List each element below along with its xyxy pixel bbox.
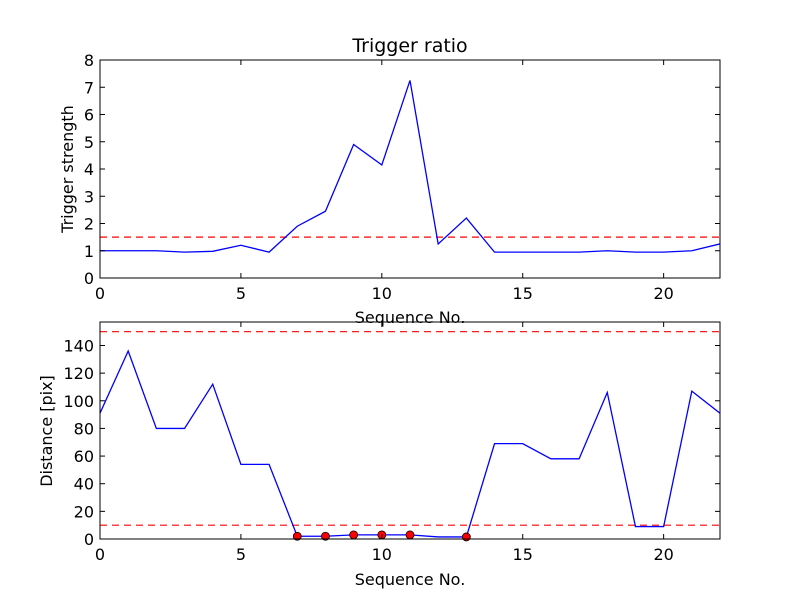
data-series (100, 80, 720, 253)
y-tick-label: 100 (63, 392, 94, 411)
y-tick-label: 140 (63, 336, 94, 355)
x-tick-label: 5 (236, 545, 246, 564)
axes-frame (99, 59, 721, 279)
y-tick-label: 60 (74, 447, 94, 466)
y-tick-label: 120 (63, 364, 94, 383)
data-point (321, 531, 330, 541)
y-tick-label: 3 (84, 187, 94, 206)
y-tick-label: 1 (84, 242, 94, 261)
series-line (100, 349, 720, 538)
y-tick-label: 4 (84, 160, 94, 179)
chart-trigger-ratio: Trigger ratio 0 5 10 15 20 0 1 2 3 4 5 6 7 8 Sequence… (58, 35, 721, 327)
tick-labels: 0 5 10 15 20 0 1 2 3 4 5 6 7 8 (84, 51, 674, 303)
x-tick-label: 5 (236, 284, 246, 303)
y-tick-label: 6 (84, 106, 94, 125)
y-tick-label: 8 (84, 51, 94, 70)
x-tick-label: 10 (372, 284, 392, 303)
series-line (100, 80, 720, 253)
y-axis-label: Distance [pix] (37, 375, 56, 487)
y-tick-label: 5 (84, 133, 94, 152)
plot-area (99, 321, 721, 542)
y-axis-label: Trigger strength (58, 105, 77, 234)
y-tick-label: 0 (84, 530, 94, 549)
y-tick-label: 7 (84, 78, 94, 97)
x-axis-label: Sequence No. (355, 308, 466, 327)
x-tick-label: 15 (513, 545, 533, 564)
tick-labels: 0 5 10 15 20 0 20 40 60 80 100 120 140 (63, 336, 673, 564)
chart-title: Trigger ratio (351, 35, 467, 57)
data-series (100, 349, 720, 538)
x-tick-label: 20 (653, 284, 673, 303)
data-point (461, 532, 471, 542)
x-tick-label: 20 (653, 545, 673, 564)
data-point (292, 531, 302, 541)
x-tick-label: 15 (513, 284, 533, 303)
y-tick-label: 20 (74, 502, 94, 521)
x-tick-label: 0 (95, 545, 105, 564)
plot-area (99, 59, 721, 279)
y-tick-label: 40 (74, 475, 94, 494)
y-tick-label: 2 (84, 215, 94, 234)
data-point (349, 530, 359, 540)
x-axis-label: Sequence No. (355, 570, 466, 589)
x-tick-label: 0 (95, 284, 105, 303)
y-tick-label: 80 (74, 419, 94, 438)
x-tick-label: 10 (372, 545, 392, 564)
axes-frame (99, 321, 721, 540)
data-point (405, 530, 415, 540)
y-tick-label: 0 (84, 269, 94, 288)
